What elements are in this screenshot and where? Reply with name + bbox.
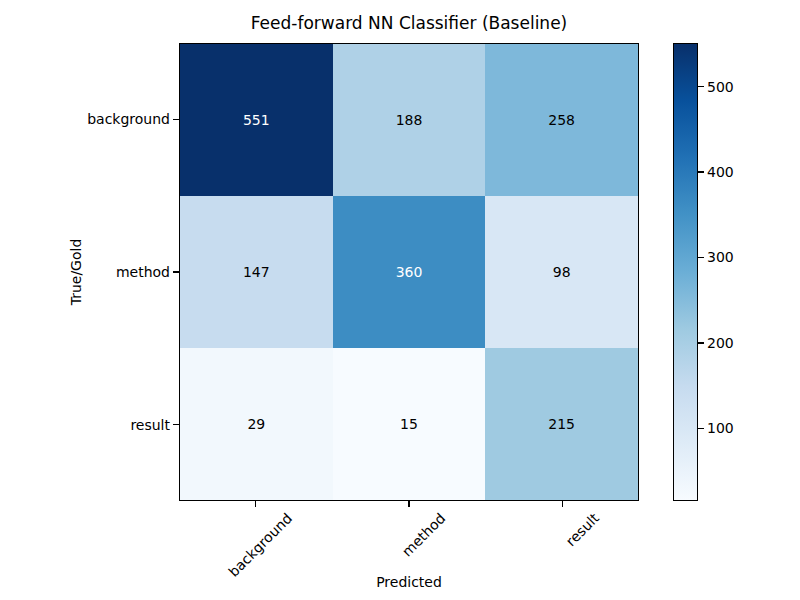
heatmap-cell-method-result: 98: [485, 196, 638, 348]
colorbar-tick-mark: [698, 257, 704, 259]
colorbar-tick-label: 400: [707, 163, 734, 181]
y-tick-label: method: [0, 196, 171, 349]
colorbar-tick-label: 500: [707, 78, 734, 96]
heatmap-cell-result-result: 215: [485, 348, 638, 500]
heatmap-cell-result-method: 15: [333, 348, 486, 500]
heatmap-cell-background-result: 258: [485, 44, 638, 196]
heatmap-cell-result-background: 29: [180, 348, 333, 500]
y-tick-label: result: [0, 348, 171, 501]
x-tick-mark: [408, 501, 410, 507]
y-tick-mark: [173, 119, 179, 121]
heatmap-cell-method-background: 147: [180, 196, 333, 348]
heatmap-cell-background-background: 551: [180, 44, 333, 196]
colorbar-tick-label: 200: [707, 334, 734, 352]
confusion-matrix-figure: Feed-forward NN Classifier (Baseline) Tr…: [0, 0, 800, 600]
x-axis-label: Predicted: [179, 574, 639, 590]
y-tick-mark: [173, 271, 179, 273]
colorbar-tick-mark: [698, 342, 704, 344]
x-tick-mark: [255, 501, 257, 507]
y-tick-mark: [173, 424, 179, 426]
heatmap-grid: 551188258 14736098 2915215: [179, 43, 639, 501]
colorbar-tick-label: 300: [707, 248, 734, 266]
colorbar: [673, 43, 698, 501]
chart-title: Feed-forward NN Classifier (Baseline): [179, 13, 639, 33]
colorbar-tick-mark: [698, 86, 704, 88]
heatmap-cell-method-method: 360: [333, 196, 486, 348]
colorbar-tick-mark: [698, 428, 704, 430]
x-tick-label: background: [225, 510, 295, 580]
x-tick-mark: [562, 501, 564, 507]
x-tick-label: result: [562, 510, 601, 549]
y-tick-label: background: [0, 43, 171, 196]
x-tick-label: method: [399, 510, 449, 560]
colorbar-tick-mark: [698, 171, 704, 173]
y-tick-labels: backgroundmethodresult: [0, 43, 171, 501]
heatmap-cell-background-method: 188: [333, 44, 486, 196]
colorbar-tick-label: 100: [707, 419, 734, 437]
